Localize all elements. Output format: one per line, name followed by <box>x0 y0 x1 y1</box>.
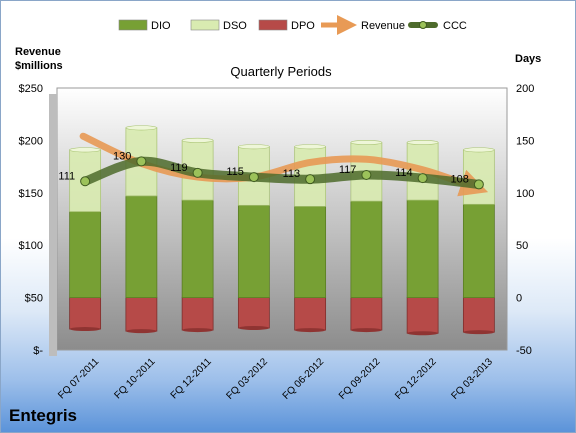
dio-bar <box>125 195 158 298</box>
ccc-marker <box>136 156 147 167</box>
category-label: FQ 12-2011 <box>169 356 214 401</box>
legend-swatch-dso <box>190 19 220 31</box>
right-axis-tick: 0 <box>516 293 522 305</box>
dpo-bar-cap <box>182 328 214 333</box>
right-axis-tick: 100 <box>516 188 534 200</box>
ccc-marker <box>80 176 91 187</box>
legend-label-revenue: Revenue <box>361 20 405 32</box>
left-axis-tick: $250 <box>19 83 43 95</box>
category-label: FQ 03-2012 <box>224 356 270 402</box>
dio-bar <box>350 200 383 299</box>
ccc-marker <box>361 169 372 180</box>
dio-bar <box>69 211 102 298</box>
right-axis-tick: 200 <box>516 83 534 95</box>
dpo-bar <box>406 297 439 334</box>
legend-swatch-dpo <box>258 19 288 31</box>
category-label: FQ 12-2012 <box>393 356 439 402</box>
left-axis-tick: $- <box>33 345 43 357</box>
dio-bar <box>294 206 327 298</box>
legend-ccc-marker <box>419 21 427 29</box>
dio-bar <box>462 203 495 299</box>
ccc-data-label: 119 <box>170 162 188 174</box>
category-label: FQ 10-2011 <box>113 356 158 401</box>
ccc-data-label: 108 <box>451 173 469 185</box>
legend-label-dpo: DPO <box>291 20 315 32</box>
right-axis-tick: 150 <box>516 135 534 147</box>
dpo-bar <box>181 297 214 331</box>
right-axis-title: Days <box>515 53 541 65</box>
left-axis-tick: $150 <box>19 188 43 200</box>
ccc-data-label: 115 <box>226 166 244 178</box>
ccc-marker <box>192 167 203 178</box>
plot-side-wall <box>49 94 57 356</box>
dio-bar <box>406 199 439 298</box>
right-axis-tick: 50 <box>516 240 528 252</box>
dpo-bar <box>125 297 158 332</box>
ccc-marker <box>473 179 484 190</box>
legend-label-dso: DSO <box>223 20 247 32</box>
ccc-data-label: 114 <box>395 167 413 179</box>
ccc-data-label: 113 <box>283 168 301 180</box>
dpo-bar <box>237 297 270 329</box>
left-axis-tick: $200 <box>19 135 43 147</box>
category-label: FQ 06-2012 <box>281 356 327 402</box>
chart-title: Quarterly Periods <box>230 64 332 79</box>
ccc-marker <box>248 172 259 183</box>
dso-bar-cap <box>294 144 326 150</box>
dpo-bar-cap <box>350 328 382 333</box>
dpo-bar <box>294 297 327 331</box>
plot-area <box>56 87 508 351</box>
dpo-bar-cap <box>463 330 495 335</box>
legend-swatch-dio <box>118 19 148 31</box>
dso-bar-cap <box>350 139 383 145</box>
dio-bar <box>181 199 214 298</box>
dpo-bar-cap <box>294 328 326 333</box>
left-axis-tick: $100 <box>19 240 43 252</box>
left-axis-title: Revenue <box>15 46 61 58</box>
dpo-bar-cap <box>69 327 101 332</box>
dpo-bar <box>462 297 495 333</box>
ccc-marker <box>305 174 316 185</box>
dso-bar-cap <box>406 139 439 145</box>
dpo-bar-cap <box>407 331 439 336</box>
ccc-data-label: 130 <box>113 150 131 162</box>
category-label: FQ 03-2013 <box>449 356 495 402</box>
dpo-bar-cap <box>125 329 157 334</box>
left-axis-title: $millions <box>15 60 63 72</box>
category-label: FQ 09-2012 <box>337 356 383 402</box>
dpo-bar <box>69 297 102 330</box>
ccc-marker <box>417 173 428 184</box>
category-label: FQ 07-2011 <box>56 356 101 401</box>
dso-bar-cap <box>463 147 495 153</box>
legend-label-ccc: CCC <box>443 20 467 32</box>
left-axis-tick: $50 <box>25 293 43 305</box>
right-axis-tick: -50 <box>516 345 532 357</box>
ccc-data-label: 117 <box>339 164 357 176</box>
ccc-data-label: 111 <box>58 170 75 182</box>
legend-label-dio: DIO <box>151 20 171 32</box>
dpo-bar <box>350 297 383 331</box>
dpo-bar-cap <box>238 325 270 330</box>
dso-bar-cap <box>125 125 158 131</box>
dso-bar-cap <box>69 147 101 153</box>
dio-bar <box>237 204 270 299</box>
dso-bar-cap <box>181 137 214 143</box>
dso-bar-cap <box>238 144 270 150</box>
company-name: Entegris <box>9 406 78 425</box>
